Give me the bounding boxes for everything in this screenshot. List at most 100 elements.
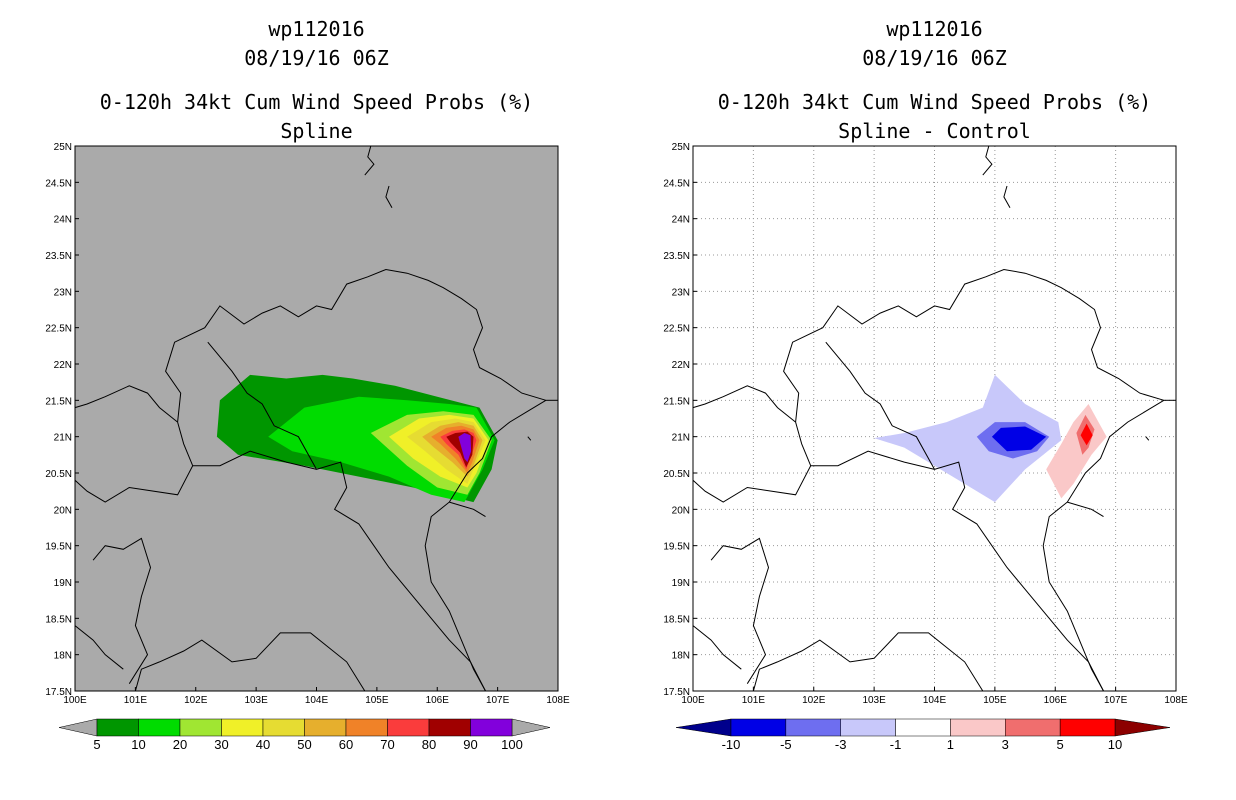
x-tick-label: 108E	[546, 695, 570, 706]
colorbar-swatch	[895, 718, 951, 737]
right-title-line-2: 08/19/16 06Z	[862, 46, 1007, 70]
x-tick-label: 101E	[742, 695, 766, 706]
colorbar-swatch	[840, 718, 896, 737]
y-tick-label: 19.5N	[45, 542, 72, 553]
colorbar-label: -5	[780, 737, 792, 752]
x-tick-label: 108E	[1164, 695, 1188, 706]
x-tick-label: 103E	[862, 695, 886, 706]
contour-level-neg10	[991, 426, 1047, 452]
colorbar-left-arrow	[58, 718, 98, 737]
colorbar-label: -3	[835, 737, 847, 752]
y-tick-label: 22N	[54, 360, 72, 371]
colorbar-label: 10	[131, 737, 145, 752]
border-line	[424, 399, 547, 692]
y-tick-label: 19.5N	[663, 542, 690, 553]
y-tick-label: 21N	[672, 433, 690, 444]
border-line	[1042, 399, 1165, 692]
y-tick-label: 23N	[672, 287, 690, 298]
contour-level-5	[1080, 423, 1093, 446]
y-tick-label: 23.5N	[45, 251, 72, 262]
border-line	[752, 632, 984, 692]
colorbar-label: 20	[173, 737, 187, 752]
colorbar-label: 40	[256, 737, 270, 752]
y-tick-label: 19N	[672, 578, 690, 589]
plot-area-left: 100E 101E 102E 103E 104E 105E 106E 107E 108E 17.5…	[45, 142, 570, 706]
colorbar-label: 60	[339, 737, 353, 752]
colorbar-label: 30	[214, 737, 228, 752]
border-line	[207, 341, 317, 470]
y-tick-label: 20N	[672, 505, 690, 516]
colorbar-swatch	[785, 718, 841, 737]
colorbar-label: 5	[93, 737, 100, 752]
right-title-line-1: wp112016	[886, 17, 983, 41]
y-tick-label: 24N	[54, 215, 72, 226]
colorbar-label: 90	[463, 737, 477, 752]
border-line	[783, 268, 1165, 423]
colorbar-swatch	[470, 718, 513, 737]
colorbar-label: 1	[947, 737, 954, 752]
y-tick-label: 20.5N	[45, 469, 72, 480]
border-line	[1003, 185, 1011, 209]
border-line	[74, 385, 178, 423]
colorbar-right: -10 -5 -3 -1 1 3 5 10	[675, 718, 1171, 752]
colorbar-right-arrow	[511, 718, 551, 737]
left-title-line-3: 0-120h 34kt Cum Wind Speed Probs (%)	[99, 90, 534, 114]
colorbar-right-arrow	[1114, 718, 1171, 737]
left-title-line-2: 08/19/16 06Z	[244, 46, 389, 70]
x-tick-label: 103E	[244, 695, 268, 706]
border-line	[134, 632, 366, 692]
colorbar-swatch	[345, 718, 388, 737]
colorbar-swatch	[387, 718, 430, 737]
y-tick-label: 25N	[54, 142, 72, 153]
border-line	[74, 421, 194, 503]
border-line	[982, 145, 993, 176]
y-tick-label: 19N	[54, 578, 72, 589]
border-line	[74, 625, 124, 670]
y-tick-label: 20N	[54, 505, 72, 516]
colorbar-label: 100	[501, 737, 523, 752]
x-tick-label: 105E	[983, 695, 1007, 706]
y-tick-label: 23.5N	[663, 251, 690, 262]
y-tick-label: 17.5N	[45, 687, 72, 698]
x-tick-label: 104E	[305, 695, 329, 706]
border-line	[165, 268, 547, 423]
border-line	[364, 145, 375, 176]
colorbar-swatch	[1005, 718, 1061, 737]
y-tick-label: 18N	[54, 651, 72, 662]
colorbar-swatch	[950, 718, 1006, 737]
border-line	[192, 450, 486, 692]
y-tick-label: 20.5N	[663, 469, 690, 480]
colorbar-swatch	[730, 718, 787, 737]
y-tick-label: 21N	[54, 433, 72, 444]
border-line	[1067, 501, 1104, 518]
colorbar-swatch	[96, 718, 139, 737]
x-tick-label: 102E	[184, 695, 208, 706]
y-tick-label: 22.5N	[45, 324, 72, 335]
x-tick-label: 104E	[923, 695, 947, 706]
x-tick-label: 101E	[124, 695, 148, 706]
colorbar-label: 5	[1057, 737, 1064, 752]
plot-area-right: 100E 101E 102E 103E 104E 105E 106E 107E 108E 17.5…	[663, 142, 1188, 706]
border-line	[527, 436, 532, 441]
colorbar-label: -10	[722, 737, 741, 752]
y-tick-label: 23N	[54, 287, 72, 298]
y-tick-label: 22.5N	[663, 324, 690, 335]
x-tick-label: 100E	[681, 695, 705, 706]
right-title-line-4: Spline - Control	[838, 119, 1031, 143]
border-line	[385, 185, 393, 209]
colorbar-swatch	[262, 718, 305, 737]
border-line	[810, 450, 1104, 692]
x-tick-label: 106E	[1044, 695, 1068, 706]
y-tick-label: 18N	[672, 651, 690, 662]
y-tick-label: 24.5N	[663, 178, 690, 189]
colorbar-swatch	[179, 718, 222, 737]
border-line	[825, 341, 935, 470]
border-line	[692, 385, 796, 423]
colorbar-swatch	[221, 718, 264, 737]
colorbar-swatch	[1059, 718, 1116, 737]
colorbar-label: -1	[890, 737, 902, 752]
contour-level-90	[458, 433, 472, 463]
x-tick-label: 100E	[63, 695, 87, 706]
y-tick-label: 18.5N	[45, 614, 72, 625]
